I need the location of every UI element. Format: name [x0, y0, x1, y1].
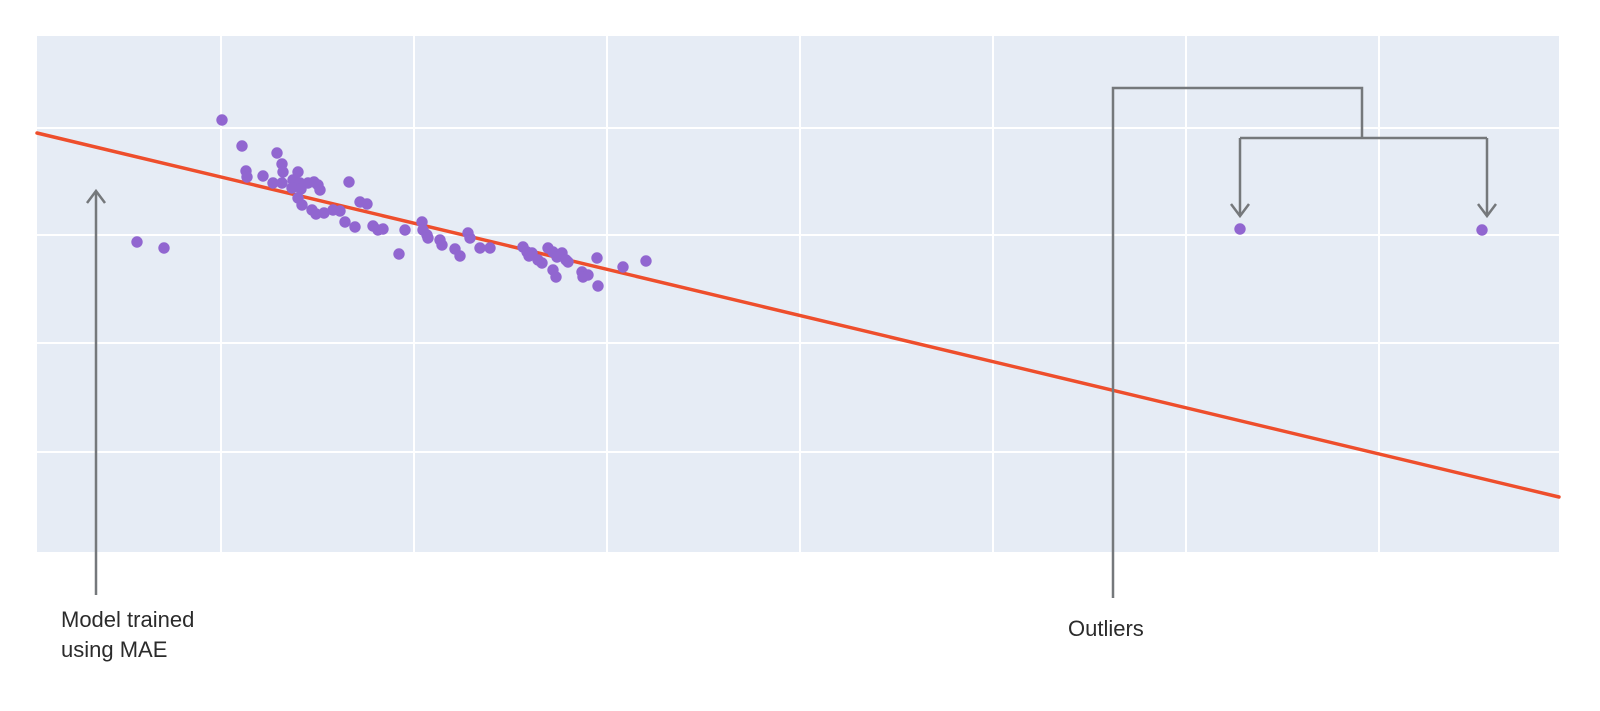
scatter-point — [393, 248, 405, 260]
scatter-point — [582, 269, 594, 281]
scatter-point — [277, 166, 289, 178]
mae-label-line1: Model trained — [61, 607, 194, 632]
plot-area — [37, 36, 1559, 552]
scatter-point — [562, 256, 574, 268]
scatter-point — [436, 239, 448, 251]
scatter-point — [617, 261, 629, 273]
scatter-point — [236, 140, 248, 152]
scatter-point — [550, 271, 562, 283]
scatter-point — [464, 232, 476, 244]
scatter-point — [271, 147, 283, 159]
scatter-point — [158, 242, 170, 254]
scatter-point — [592, 280, 604, 292]
scatter-point — [296, 199, 308, 211]
outlier-arrowhead-icon — [1230, 203, 1250, 219]
scatter-point — [399, 224, 411, 236]
scatter-point — [131, 236, 143, 248]
scatter-point — [454, 250, 466, 262]
scatter-point — [474, 242, 486, 254]
gridline-layer — [37, 36, 1559, 552]
outliers-pointer-line — [1111, 86, 1364, 598]
scatter-point — [343, 176, 355, 188]
scatter-point — [339, 216, 351, 228]
outliers-label: Outliers — [1068, 616, 1144, 641]
scatter-point — [484, 242, 496, 254]
scatter-point — [241, 171, 253, 183]
mae-label-line2: using MAE — [61, 637, 167, 662]
scatter-point — [377, 223, 389, 235]
scatter-point — [536, 257, 548, 269]
mae-arrowhead-icon — [86, 188, 106, 204]
annotation-layer — [86, 86, 1497, 598]
scatter-point — [314, 184, 326, 196]
scatter-point — [334, 205, 346, 217]
label-layer: Model trained using MAE Outliers — [61, 607, 1144, 662]
scatter-point — [276, 177, 288, 189]
scatter-point — [286, 182, 298, 194]
scatter-points-layer — [131, 114, 1488, 292]
scatter-point — [318, 207, 330, 219]
outlier-point — [1234, 223, 1246, 235]
scatter-point — [292, 166, 304, 178]
scatter-point — [216, 114, 228, 126]
scatter-point — [349, 221, 361, 233]
regression-line-layer — [35, 131, 1561, 499]
scatter-point — [257, 170, 269, 182]
scatter-point — [267, 177, 279, 189]
scatter-point — [422, 232, 434, 244]
regression-line — [35, 131, 1561, 499]
scatter-point — [361, 198, 373, 210]
scatter-point — [591, 252, 603, 264]
outlier-point — [1476, 224, 1488, 236]
plot-area-layer — [37, 36, 1559, 552]
scatter-point — [640, 255, 652, 267]
outlier-arrowhead-icon — [1477, 203, 1497, 219]
